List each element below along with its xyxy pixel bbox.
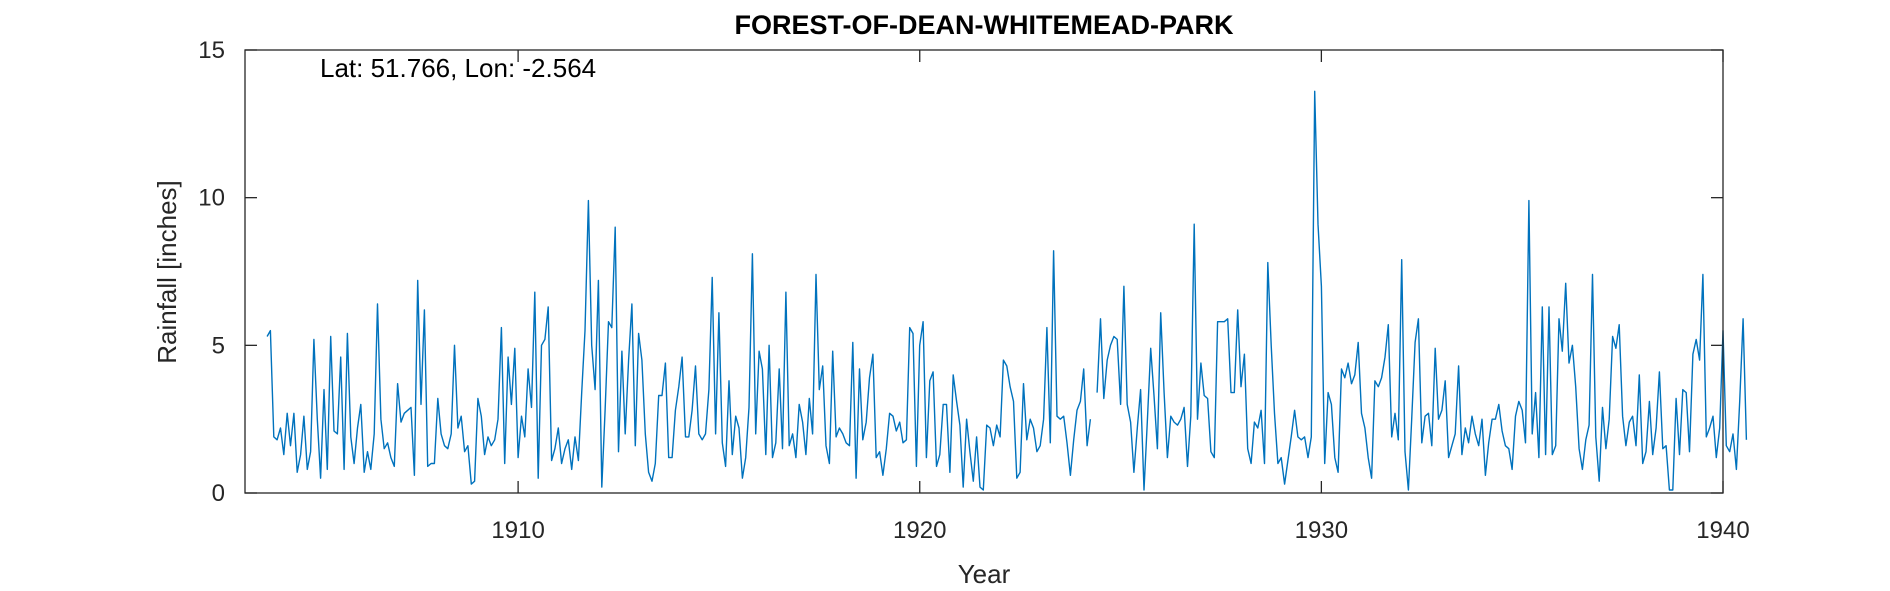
y-tick-label: 10 [198,185,225,212]
plot-background [245,50,1723,493]
x-tick-label: 1940 [1696,517,1749,544]
chart-title: FOREST-OF-DEAN-WHITEMEAD-PARK [735,10,1234,40]
location-annotation: Lat: 51.766, Lon: -2.564 [320,53,596,83]
series-layer [266,90,1748,491]
x-tick-label: 1910 [491,517,544,544]
y-tick-label: 15 [198,37,225,64]
y-tick-label: 5 [212,332,225,359]
x-tick-label: 1930 [1295,517,1348,544]
y-axis-label: Rainfall [inches] [152,180,182,364]
rainfall-series-line [266,90,1748,491]
plot-frame [244,49,1724,494]
tick-labels: 1910 1920 1930 1940 0 5 10 15 [198,37,1749,544]
y-tick-label: 0 [212,480,225,507]
x-axis-label: Year [958,559,1011,589]
x-tick-label: 1920 [893,517,946,544]
